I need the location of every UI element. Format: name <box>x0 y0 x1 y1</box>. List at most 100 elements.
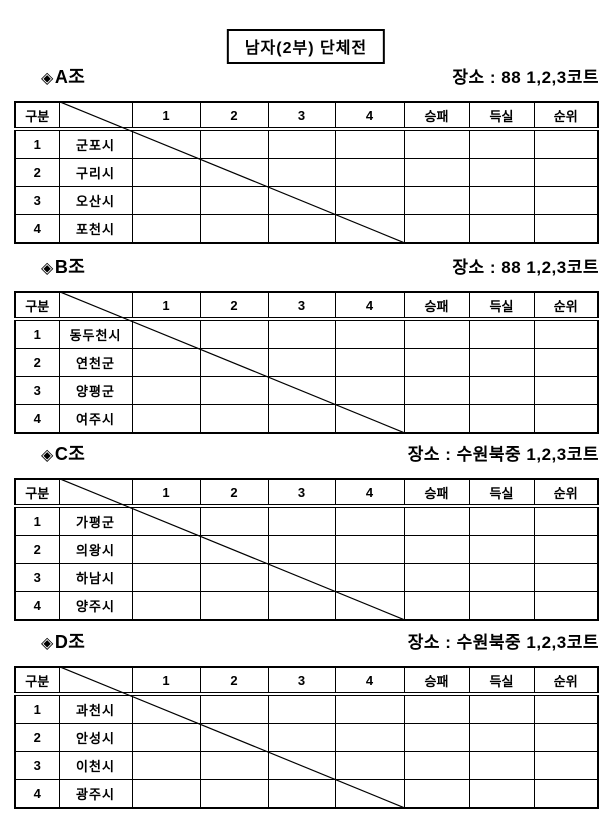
team-name-cell: 여주시 <box>58 404 133 434</box>
team-row: 4 광주시 <box>14 779 599 809</box>
team-row: 3 양평군 <box>14 376 599 405</box>
match-cell <box>267 591 336 621</box>
group-a-name: A조 <box>54 67 86 87</box>
header-match-1: 1 <box>131 101 201 131</box>
match-cell <box>131 693 201 724</box>
header-name-diagonal-cell <box>58 291 133 321</box>
team-name-cell: 과천시 <box>58 693 133 724</box>
header-match-3: 3 <box>267 291 336 321</box>
round-robin-table: 구분 1 2 3 4 승패 득실 순위 1 가평군 <box>14 478 599 621</box>
team-number-cell: 1 <box>14 505 60 536</box>
team-name-cell: 의왕시 <box>58 535 133 564</box>
rank-cell <box>533 376 599 405</box>
section-group-c: ◈C조 장소 : 수원북중 1,2,3코트 구분 1 2 3 4 승패 득실 <box>14 443 599 621</box>
header-match-1: 1 <box>131 478 201 508</box>
match-cell <box>267 158 336 187</box>
match-cell <box>199 404 269 434</box>
goaldiff-cell <box>468 591 535 621</box>
match-cell <box>334 591 405 621</box>
match-cell <box>199 376 269 405</box>
match-cell <box>199 318 269 349</box>
rank-cell <box>533 563 599 592</box>
team-row: 3 하남시 <box>14 563 599 592</box>
rank-cell <box>533 186 599 215</box>
header-match-3: 3 <box>267 478 336 508</box>
team-number-cell: 3 <box>14 751 60 780</box>
group-c-table: 구분 1 2 3 4 승패 득실 순위 1 가평군 <box>14 478 599 621</box>
goaldiff-cell <box>468 563 535 592</box>
round-robin-table: 구분 1 2 3 4 승패 득실 순위 1 과천시 <box>14 666 599 809</box>
header-match-2: 2 <box>199 478 269 508</box>
match-cell <box>267 318 336 349</box>
team-name-cell: 포천시 <box>58 214 133 244</box>
table-header-row: 구분 1 2 3 4 승패 득실 순위 <box>14 291 599 321</box>
match-cell <box>199 693 269 724</box>
header-match-1: 1 <box>131 291 201 321</box>
page-title: 남자(2부) 단체전 <box>226 29 386 64</box>
match-cell <box>334 186 405 215</box>
team-number-cell: 2 <box>14 535 60 564</box>
winloss-cell <box>403 376 470 405</box>
header-rank: 순위 <box>533 666 599 696</box>
rank-cell <box>533 318 599 349</box>
group-c-label: ◈C조 <box>41 443 85 467</box>
match-cell <box>131 214 201 244</box>
match-cell <box>199 563 269 592</box>
team-number-cell: 4 <box>14 779 60 809</box>
team-number-cell: 3 <box>14 186 60 215</box>
match-cell <box>199 128 269 159</box>
header-goaldiff: 득실 <box>468 666 535 696</box>
header-match-4: 4 <box>334 291 405 321</box>
group-d-table: 구분 1 2 3 4 승패 득실 순위 1 과천시 <box>14 666 599 809</box>
header-winloss: 승패 <box>403 291 470 321</box>
team-name-cell: 군포시 <box>58 128 133 159</box>
table-header-row: 구분 1 2 3 4 승패 득실 순위 <box>14 101 599 131</box>
match-cell <box>267 376 336 405</box>
goaldiff-cell <box>468 348 535 377</box>
team-row: 1 과천시 <box>14 693 599 724</box>
team-number-cell: 4 <box>14 214 60 244</box>
match-cell <box>199 779 269 809</box>
team-name-cell: 광주시 <box>58 779 133 809</box>
header-match-4: 4 <box>334 101 405 131</box>
goaldiff-cell <box>468 158 535 187</box>
header-rank: 순위 <box>533 291 599 321</box>
team-name-cell: 양주시 <box>58 591 133 621</box>
goaldiff-cell <box>468 535 535 564</box>
match-cell <box>267 214 336 244</box>
diamond-icon: ◈ <box>41 70 54 87</box>
team-row: 1 군포시 <box>14 128 599 159</box>
team-number-cell: 2 <box>14 348 60 377</box>
group-b-name: B조 <box>54 257 86 277</box>
team-name-cell: 이천시 <box>58 751 133 780</box>
match-cell <box>131 318 201 349</box>
goaldiff-cell <box>468 128 535 159</box>
rank-cell <box>533 723 599 752</box>
match-cell <box>267 348 336 377</box>
rank-cell <box>533 348 599 377</box>
header-match-4: 4 <box>334 666 405 696</box>
diamond-icon: ◈ <box>41 447 54 464</box>
header-match-4: 4 <box>334 478 405 508</box>
group-a-table: 구분 1 2 3 4 승패 득실 순위 1 군포시 <box>14 101 599 244</box>
group-d-location: 장소 : 수원북중 1,2,3코트 <box>407 633 599 652</box>
match-cell <box>267 751 336 780</box>
match-cell <box>131 186 201 215</box>
match-cell <box>131 348 201 377</box>
match-cell <box>199 505 269 536</box>
team-name-cell: 구리시 <box>58 158 133 187</box>
group-a-header: ◈A조 장소 : 88 1,2,3코트 <box>14 66 599 88</box>
match-cell <box>267 535 336 564</box>
match-cell <box>131 591 201 621</box>
group-c-location: 장소 : 수원북중 1,2,3코트 <box>407 445 599 464</box>
header-winloss: 승패 <box>403 666 470 696</box>
goaldiff-cell <box>468 376 535 405</box>
round-robin-table: 구분 1 2 3 4 승패 득실 순위 1 동두천시 <box>14 291 599 434</box>
header-goaldiff: 득실 <box>468 291 535 321</box>
winloss-cell <box>403 214 470 244</box>
rank-cell <box>533 535 599 564</box>
team-row: 1 가평군 <box>14 505 599 536</box>
rank-cell <box>533 404 599 434</box>
goaldiff-cell <box>468 723 535 752</box>
winloss-cell <box>403 723 470 752</box>
